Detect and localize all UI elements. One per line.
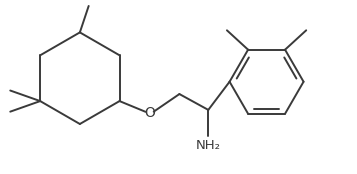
Text: O: O	[144, 106, 155, 120]
Text: NH₂: NH₂	[196, 139, 221, 152]
